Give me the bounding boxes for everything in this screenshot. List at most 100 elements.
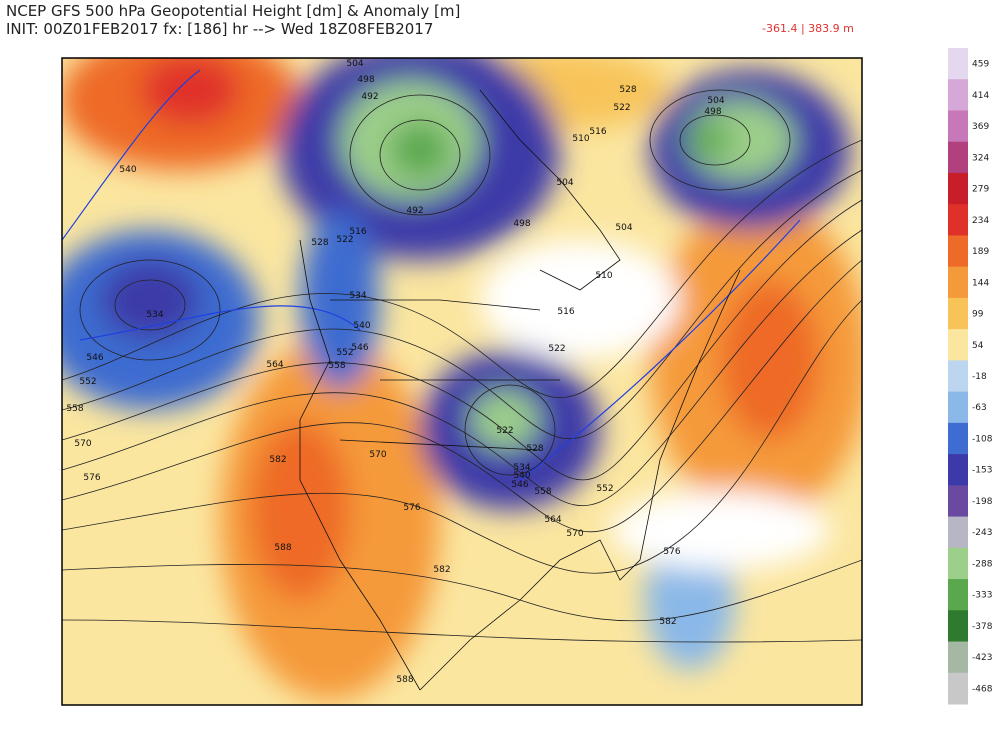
contour-label: 534 xyxy=(146,310,163,320)
contour-label: 492 xyxy=(406,206,423,216)
contour-label: 504 xyxy=(615,223,632,233)
colorbar-swatch xyxy=(948,485,968,518)
contour-label: 558 xyxy=(328,361,345,371)
contour-label: 540 xyxy=(353,321,370,331)
contour-label: 540 xyxy=(119,165,136,175)
contour-label: 534 xyxy=(349,291,366,301)
contour-label: 528 xyxy=(619,85,636,95)
anomaly-range: -361.4 | 383.9 m xyxy=(762,22,854,35)
colorbar-label: -63 xyxy=(972,403,987,413)
colorbar-swatch xyxy=(948,547,968,580)
colorbar-label: -333 xyxy=(972,591,992,601)
contour-label: 534 xyxy=(513,463,530,473)
contour-label: 582 xyxy=(659,617,676,627)
contour-label: 552 xyxy=(79,377,96,387)
colorbar-label: -18 xyxy=(972,372,987,382)
contour-label: 504 xyxy=(346,59,363,69)
colorbar-swatch xyxy=(948,48,968,80)
colorbar-swatch xyxy=(948,422,968,455)
colorbar-swatch xyxy=(948,110,968,143)
contour-label: 546 xyxy=(511,480,528,490)
contour-label: 570 xyxy=(74,439,91,449)
colorbar-swatch xyxy=(948,672,968,705)
contour-labels: 5044984924925165225285345405465525585645… xyxy=(66,59,724,685)
contour-label: 540 xyxy=(513,471,530,481)
contour-label: 522 xyxy=(496,426,513,436)
contour-label: 582 xyxy=(433,565,450,575)
colorbar-label: 324 xyxy=(972,153,989,163)
contour-label: 552 xyxy=(336,348,353,358)
colorbar-swatch xyxy=(948,266,968,299)
colorbar-swatch xyxy=(948,235,968,268)
colorbar-swatch xyxy=(948,329,968,361)
contour-label: 492 xyxy=(361,92,378,102)
contour-label: 528 xyxy=(311,238,328,248)
colorbar-label: -468 xyxy=(972,684,993,694)
colorbar-swatch xyxy=(948,516,968,549)
colorbar-label: 54 xyxy=(972,341,984,351)
contour-label: 522 xyxy=(336,235,353,245)
coastlines xyxy=(299,89,741,691)
contour-label: 576 xyxy=(403,503,420,513)
colorbar-label: 234 xyxy=(972,216,989,226)
title: NCEP GFS 500 hPa Geopotential Height [dm… xyxy=(6,2,461,20)
colorbar-label: -198 xyxy=(972,497,993,507)
contour-label: 570 xyxy=(566,529,583,539)
colorbar: 459 414 369 324 279 234 189 144 99 54 -18 -63 -108 -1… xyxy=(948,48,993,705)
colorbar-label: -288 xyxy=(972,559,993,569)
colorbar-label: 99 xyxy=(972,310,984,320)
contour-label: 558 xyxy=(66,404,83,414)
contour-label: 576 xyxy=(83,473,100,483)
contour-label: 498 xyxy=(357,75,374,85)
colorbar-label: 369 xyxy=(972,122,989,132)
contour-label: 558 xyxy=(534,487,551,497)
contour-label: 570 xyxy=(369,450,386,460)
colorbar-swatch xyxy=(948,391,968,424)
colorbar-swatch xyxy=(948,610,968,643)
contour-label: 582 xyxy=(269,455,286,465)
colorbar-label: -243 xyxy=(972,528,992,538)
colorbar-label: 279 xyxy=(972,185,989,195)
colorbar-label: 144 xyxy=(972,278,989,288)
colorbar-swatch xyxy=(948,297,968,330)
contour-label: 528 xyxy=(526,444,543,454)
contour-label: 516 xyxy=(589,127,606,137)
contour-label: 564 xyxy=(544,515,561,525)
colorbar-label: -378 xyxy=(972,622,993,632)
contour-label: 504 xyxy=(556,178,573,188)
colorbar-label: -153 xyxy=(972,466,992,476)
contour-label: 498 xyxy=(704,107,721,117)
colorbar-swatch xyxy=(948,454,968,486)
contour-label: 516 xyxy=(557,307,574,317)
anomaly-field xyxy=(62,58,862,705)
colorbar-swatch xyxy=(948,204,968,236)
colorbar-swatch xyxy=(948,579,968,611)
contour-label: 510 xyxy=(595,271,612,281)
contour-label: 504 xyxy=(707,96,724,106)
colorbar-swatch xyxy=(948,641,968,674)
colorbar-label: -423 xyxy=(972,653,992,663)
subtitle: INIT: 00Z01FEB2017 fx: [186] hr --> Wed … xyxy=(6,20,434,38)
contour-label: 498 xyxy=(513,219,530,229)
contour-label: 522 xyxy=(548,344,565,354)
colorbar-label: 459 xyxy=(972,60,989,70)
contour-label: 588 xyxy=(396,675,413,685)
colorbar-label: 414 xyxy=(972,91,989,101)
colorbar-label: 189 xyxy=(972,247,989,257)
colorbar-label: -108 xyxy=(972,434,993,444)
colorbar-swatch xyxy=(948,360,968,393)
contour-label: 510 xyxy=(572,134,589,144)
contour-label: 588 xyxy=(274,543,291,553)
contour-label: 576 xyxy=(663,547,680,557)
colorbar-swatch xyxy=(948,79,968,111)
contour-label: 522 xyxy=(613,103,630,113)
contour-label: 546 xyxy=(351,343,368,353)
contour-label: 546 xyxy=(86,353,103,363)
contour-label: 516 xyxy=(349,227,366,237)
colorbar-swatch xyxy=(948,141,968,174)
contour-label: 564 xyxy=(266,360,283,370)
colorbar-swatch xyxy=(948,172,968,205)
contour-label: 552 xyxy=(596,484,613,494)
